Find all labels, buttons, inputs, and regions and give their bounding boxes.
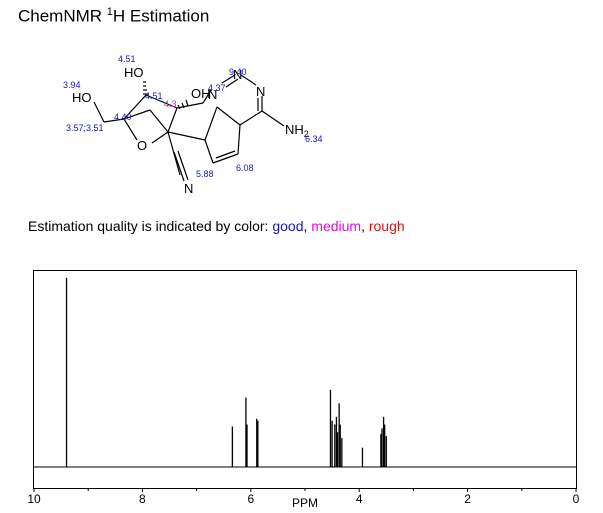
- bond: [123, 118, 138, 141]
- atom-o-ring: O: [137, 138, 147, 153]
- quality-rough: rough: [368, 218, 405, 234]
- bond: [221, 74, 236, 84]
- title-superscript: 1: [106, 6, 113, 18]
- atom-cn-n: N: [184, 181, 193, 196]
- plot-frame: [33, 270, 577, 489]
- atom-labels: HO HO OH O N N N NH2 N: [72, 65, 309, 196]
- x-tick-label: 0: [573, 492, 580, 506]
- shift-label: 4.40: [114, 112, 132, 122]
- quality-legend: Estimation quality is indicated by color…: [28, 218, 405, 234]
- nmr-spectrum-chart: 10 8 6 4 2 0 PPM: [27, 270, 580, 510]
- bond: [123, 94, 147, 120]
- quality-medium: medium: [311, 218, 362, 234]
- atom-n1: N: [208, 87, 217, 102]
- bond: [202, 89, 212, 104]
- bond: [167, 131, 206, 141]
- atom-nh2-main: NH: [285, 122, 304, 137]
- quality-prefix: Estimation quality is indicated by color…: [28, 218, 273, 234]
- x-tick-label: 4: [356, 492, 363, 506]
- molecule-structure: HO HO OH O N N N NH2 N 4.51 3.94 9.40 4.…: [63, 54, 323, 196]
- x-tick-label: 2: [464, 492, 471, 506]
- atom-ho-top: HO: [124, 65, 144, 80]
- bond: [123, 109, 151, 120]
- bond: [173, 151, 185, 182]
- shift-label: 4.51: [145, 91, 163, 101]
- shift-labels: 4.51 3.94 9.40 4.51 4.37 4.3 4.40 3.57;3…: [63, 54, 323, 179]
- bond: [204, 106, 218, 141]
- peaks: [65, 277, 387, 467]
- atom-n3: N: [256, 84, 265, 99]
- page-title: ChemNMR 1H Estimation: [18, 6, 209, 27]
- x-axis: 10 8 6 4 2 0: [27, 488, 580, 506]
- shift-label: 5.88: [196, 169, 214, 179]
- bond: [145, 94, 178, 109]
- bond: [177, 150, 189, 181]
- shift-label: 9.40: [229, 67, 247, 77]
- bond: [93, 101, 105, 123]
- atom-nh2-subscript: 2: [304, 129, 309, 139]
- quality-good: good: [272, 218, 304, 234]
- bond: [212, 153, 239, 164]
- atom-oh: OH: [191, 86, 211, 101]
- bond: [225, 78, 239, 88]
- bond: [167, 107, 178, 133]
- atom-ho-left: HO: [72, 90, 92, 105]
- atom-nh2: NH2: [285, 122, 309, 139]
- bond: [239, 110, 263, 126]
- x-tick-label: 10: [27, 492, 41, 506]
- shift-label: 3.57;3.51: [66, 123, 104, 133]
- x-tick-label: 8: [139, 492, 146, 506]
- bond: [216, 106, 241, 126]
- bond: [204, 139, 214, 164]
- shift-label: 3.94: [63, 80, 81, 90]
- shift-label: 4.3: [164, 99, 177, 109]
- bond: [261, 110, 285, 127]
- shift-label: 6.08: [236, 163, 254, 173]
- quality-sep: ,: [303, 218, 312, 234]
- bond: [240, 74, 257, 86]
- x-axis-label: PPM: [292, 496, 318, 510]
- bond: [149, 109, 169, 133]
- title-main: ChemNMR: [18, 6, 107, 26]
- quality-sep: ,: [361, 218, 369, 234]
- atom-n2: N: [233, 67, 242, 82]
- bond: [215, 150, 236, 159]
- title-rest: H Estimation: [112, 6, 210, 26]
- bond: [176, 102, 204, 109]
- bond: [237, 124, 241, 155]
- shift-label: 4.51: [118, 54, 136, 64]
- bond: [103, 118, 125, 123]
- bond: [151, 131, 169, 144]
- x-tick-label: 6: [247, 492, 254, 506]
- wedge-bonds: [143, 81, 189, 110]
- shift-label: 4.37: [208, 83, 226, 93]
- bonds: [93, 74, 285, 182]
- shift-label: 6.34: [305, 134, 323, 144]
